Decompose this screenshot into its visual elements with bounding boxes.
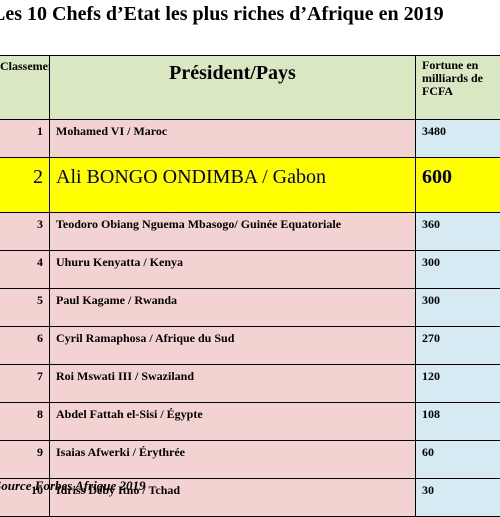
header-president: Président/Pays <box>50 56 416 120</box>
header-rank: Classement <box>0 56 50 120</box>
source-note: Source Forbes Afrique 2019 <box>0 478 146 494</box>
fortune-cell: 108 <box>416 403 500 441</box>
fortune-cell: 60 <box>416 441 500 479</box>
president-cell: Ali BONGO ONDIMBA / Gabon <box>50 158 416 213</box>
rank-cell: 2 <box>0 158 50 213</box>
fortune-cell: 30 <box>416 479 500 517</box>
president-cell: Paul Kagame / Rwanda <box>50 289 416 327</box>
president-cell: Teodoro Obiang Nguema Mbasogo/ Guinée Eq… <box>50 213 416 251</box>
fortune-cell: 270 <box>416 327 500 365</box>
fortune-cell: 360 <box>416 213 500 251</box>
rank-cell: 5 <box>0 289 50 327</box>
fortune-cell: 300 <box>416 289 500 327</box>
rank-cell: 1 <box>0 120 50 158</box>
president-cell: Abdel Fattah el-Sisi / Égypte <box>50 403 416 441</box>
rank-cell: 4 <box>0 251 50 289</box>
president-cell: Isaias Afwerki / Érythrée <box>50 441 416 479</box>
rank-cell: 8 <box>0 403 50 441</box>
table-header-row: Classement Président/Pays Fortune en mil… <box>0 56 500 120</box>
rank-cell: 9 <box>0 441 50 479</box>
president-cell: Uhuru Kenyatta / Kenya <box>50 251 416 289</box>
rank-cell: 6 <box>0 327 50 365</box>
president-cell: Cyril Ramaphosa / Afrique du Sud <box>50 327 416 365</box>
page-title: Les 10 Chefs d’Etat les plus riches d’Af… <box>0 3 500 26</box>
rank-cell: 7 <box>0 365 50 403</box>
president-cell: Mohamed VI / Maroc <box>50 120 416 158</box>
fortune-cell: 300 <box>416 251 500 289</box>
header-fortune: Fortune en milliards de FCFA <box>416 56 500 120</box>
rank-cell: 3 <box>0 213 50 251</box>
fortune-cell: 600 <box>416 158 500 213</box>
fortune-cell: 3480 <box>416 120 500 158</box>
ranking-table: Classement Président/Pays Fortune en mil… <box>0 55 500 517</box>
president-cell: Roi Mswati III / Swaziland <box>50 365 416 403</box>
fortune-cell: 120 <box>416 365 500 403</box>
